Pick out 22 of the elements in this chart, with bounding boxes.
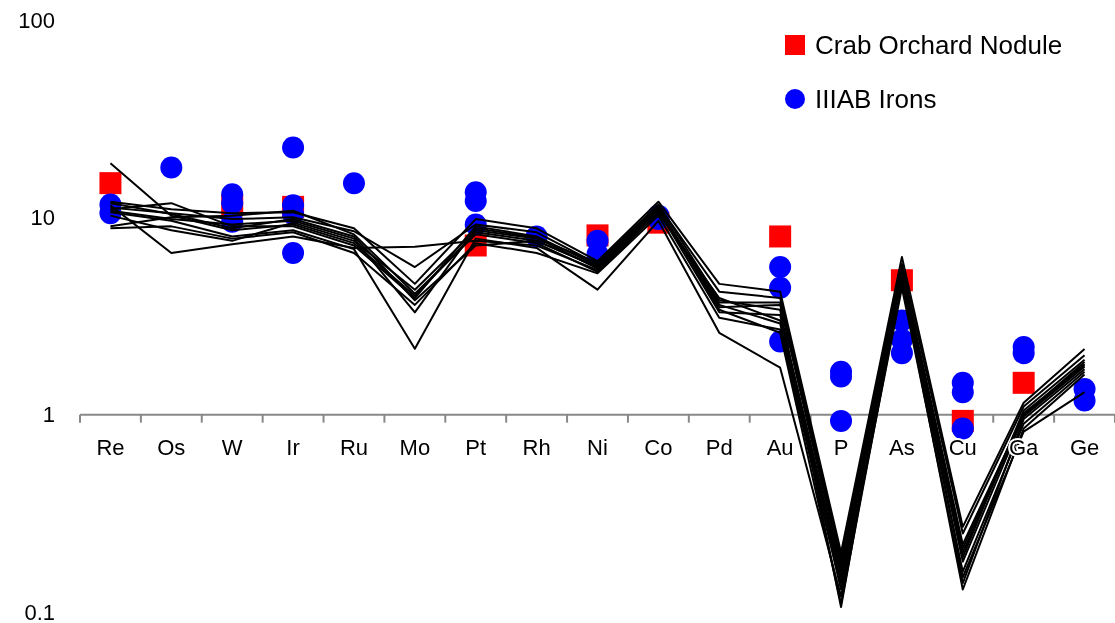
x-tick-label: W bbox=[221, 434, 243, 460]
legend-label: Crab Orchard Nodule bbox=[815, 30, 1063, 61]
y-tick-label: 1 bbox=[42, 402, 55, 428]
y-tick-label: 100 bbox=[18, 7, 55, 33]
x-tick-label: Co bbox=[644, 434, 673, 460]
x-tick-label: Ru bbox=[339, 434, 369, 460]
y-tick-label: 10 bbox=[30, 205, 55, 231]
x-tick-label: Cu bbox=[948, 434, 977, 460]
x-tick-label: Pd bbox=[705, 434, 733, 460]
x-tick-label: Rh bbox=[522, 434, 551, 460]
x-tick-label: Au bbox=[766, 434, 794, 460]
x-tick-label: Pt bbox=[465, 434, 487, 460]
x-tick-label: Ge bbox=[1069, 434, 1100, 460]
x-tick-label: Re bbox=[96, 434, 125, 460]
x-tick-label: As bbox=[889, 434, 915, 460]
x-tick-label: P bbox=[833, 434, 849, 460]
y-tick-label: 0.1 bbox=[24, 599, 55, 623]
legend-label: IIIAB Irons bbox=[815, 84, 937, 115]
x-tick-label: Ir bbox=[286, 434, 300, 460]
x-tick-label: Ni bbox=[587, 434, 608, 460]
x-tick-label: Mo bbox=[399, 434, 431, 460]
x-tick-label: Os bbox=[157, 434, 186, 460]
